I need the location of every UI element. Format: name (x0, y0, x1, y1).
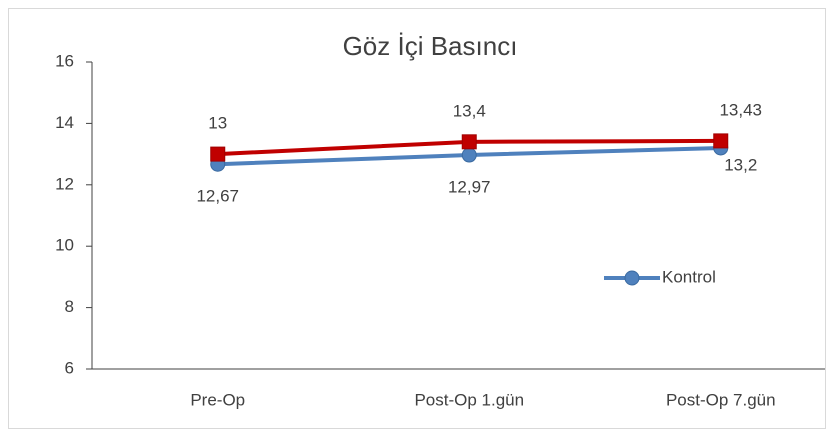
x-tick-label: Post-Op 7.gün (666, 390, 776, 409)
marker (461, 134, 477, 150)
chart-title: Göz İçi Basıncı (343, 31, 518, 61)
legend-marker (624, 270, 640, 286)
legend-label: Kontrol (662, 267, 716, 286)
data-label: 13,2 (724, 155, 757, 174)
y-tick-label: 6 (65, 358, 74, 377)
data-label: 12,67 (196, 187, 239, 206)
y-tick-label: 16 (55, 51, 74, 70)
chart-border (8, 8, 826, 429)
data-label: 13,4 (453, 101, 486, 120)
x-tick-label: Post-Op 1.gün (414, 390, 524, 409)
data-label: 13,43 (719, 100, 762, 119)
data-label: 12,97 (448, 178, 491, 197)
marker (210, 146, 226, 162)
data-label: 13 (208, 114, 227, 133)
marker (461, 147, 477, 163)
marker (713, 133, 729, 149)
y-tick-label: 10 (55, 236, 74, 255)
y-tick-label: 14 (55, 113, 74, 132)
y-tick-label: 12 (55, 174, 74, 193)
y-tick-label: 8 (65, 297, 74, 316)
x-tick-label: Pre-Op (190, 390, 245, 409)
